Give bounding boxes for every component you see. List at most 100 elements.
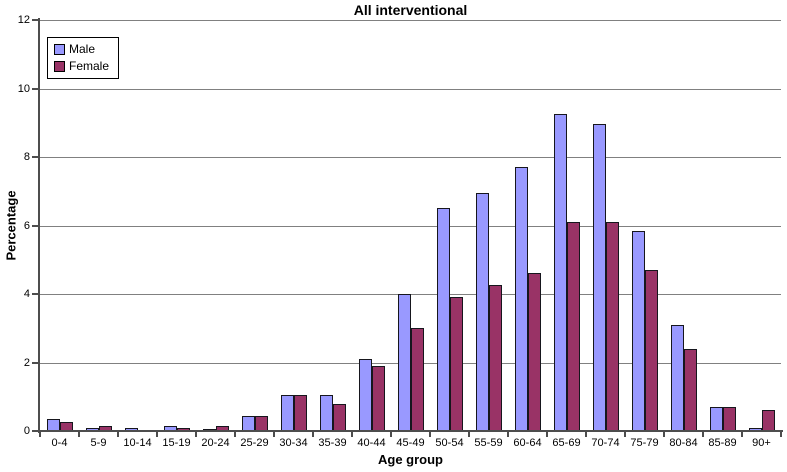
bar-group-30-34 [274, 20, 313, 431]
x-tick-label-70-74: 70-74 [591, 437, 620, 449]
x-tick-mark [234, 432, 236, 437]
x-tick-label-85-89: 85-89 [708, 437, 737, 449]
bar-male-90+ [748, 428, 762, 431]
legend-label: Female [69, 59, 110, 73]
legend: Male Female [47, 37, 120, 79]
bar-male-25-29 [241, 416, 255, 431]
bar-group-75-79 [625, 20, 664, 431]
x-tick-label-5-9: 5-9 [90, 437, 107, 449]
bar-female-30-34 [293, 395, 307, 431]
y-tick-mark [32, 224, 38, 227]
legend-entry-male: Male [54, 42, 109, 56]
bar-female-55-59 [488, 285, 502, 431]
x-tick-mark [585, 432, 587, 437]
bar-male-50-54 [436, 208, 450, 431]
bar-group-55-59 [469, 20, 508, 431]
x-tick-mark [195, 432, 197, 437]
legend-label: Male [69, 42, 96, 56]
y-tick-label: 8 [23, 151, 30, 163]
bar-group-50-54 [430, 20, 469, 431]
bar-female-25-29 [254, 416, 268, 431]
y-tick-label: 0 [23, 425, 30, 437]
y-tick-mark [32, 430, 38, 432]
bar-male-65-69 [553, 114, 567, 431]
chart-title: All interventional [353, 2, 468, 18]
x-tick-label-80-84: 80-84 [669, 437, 698, 449]
x-tick-mark [741, 432, 743, 437]
y-tick-label: 4 [23, 288, 30, 300]
bar-group-40-44 [352, 20, 391, 431]
bar-male-70-74 [592, 124, 606, 431]
bar-female-45-49 [410, 328, 424, 431]
y-tick-mark [32, 19, 38, 21]
x-tick-label-25-29: 25-29 [240, 437, 269, 449]
x-axis-line [37, 430, 783, 432]
legend-swatch-male [54, 43, 65, 55]
bar-female-15-19 [176, 428, 190, 431]
x-tick-mark [780, 432, 782, 437]
bar-female-5-9 [98, 426, 112, 431]
y-axis-line [38, 18, 40, 433]
bar-female-20-24 [215, 426, 229, 431]
x-tick-mark [78, 432, 80, 437]
gridline-4 [40, 294, 781, 295]
x-tick-label-15-19: 15-19 [162, 437, 191, 449]
bar-male-0-4 [46, 419, 60, 431]
bar-group-35-39 [313, 20, 352, 431]
bar-male-35-39 [319, 395, 333, 431]
bar-female-90+ [761, 410, 775, 431]
bar-male-15-19 [163, 426, 177, 431]
x-tick-label-0-4: 0-4 [51, 437, 68, 449]
x-tick-mark [117, 432, 119, 437]
bar-male-55-59 [475, 193, 489, 431]
bar-group-85-89 [703, 20, 742, 431]
bar-female-0-4 [59, 422, 73, 431]
y-tick-label: 12 [17, 14, 30, 26]
x-tick-label-60-64: 60-64 [513, 437, 542, 449]
x-tick-label-50-54: 50-54 [435, 437, 464, 449]
bar-male-75-79 [631, 231, 645, 431]
bar-group-80-84 [664, 20, 703, 431]
bar-female-80-84 [683, 349, 697, 431]
bar-male-30-34 [280, 395, 294, 431]
y-tick-label: 6 [23, 219, 30, 232]
x-tick-mark [273, 432, 275, 437]
x-tick-mark [702, 432, 704, 437]
bar-group-90+ [742, 20, 781, 431]
x-tick-mark [468, 432, 470, 437]
gridline-10 [40, 88, 781, 90]
gridline-8 [40, 157, 781, 158]
bar-female-65-69 [566, 222, 580, 431]
x-tick-mark [39, 432, 41, 437]
y-tick-mark [32, 293, 38, 295]
bar-group-25-29 [235, 20, 274, 431]
legend-entry-female: Female [54, 59, 109, 73]
bar-group-70-74 [586, 20, 625, 431]
x-tick-mark [624, 432, 626, 437]
gridline-6 [40, 225, 781, 227]
bar-group-15-19 [157, 20, 196, 431]
x-tick-label-35-39: 35-39 [318, 437, 347, 449]
x-tick-label-75-79: 75-79 [630, 437, 659, 449]
x-tick-label-65-69: 65-69 [552, 437, 581, 449]
bar-female-75-79 [644, 270, 658, 431]
bar-group-45-49 [391, 20, 430, 431]
y-tick-mark [32, 87, 38, 90]
bar-male-40-44 [358, 359, 372, 431]
x-tick-label-30-34: 30-34 [279, 437, 308, 449]
x-tick-mark [351, 432, 353, 437]
bar-female-40-44 [371, 366, 385, 431]
x-tick-mark [429, 432, 431, 437]
x-tick-label-20-24: 20-24 [201, 437, 230, 449]
legend-swatch-female [54, 60, 65, 72]
bar-group-10-14 [118, 20, 157, 431]
x-tick-mark [312, 432, 314, 437]
x-tick-label-55-59: 55-59 [474, 437, 503, 449]
bar-group-0-4 [40, 20, 79, 431]
bar-group-5-9 [79, 20, 118, 431]
x-tick-label-10-14: 10-14 [123, 437, 152, 449]
bar-female-50-54 [449, 297, 463, 431]
bar-male-60-64 [514, 167, 528, 431]
bar-group-60-64 [508, 20, 547, 431]
x-tick-label-40-44: 40-44 [357, 437, 386, 449]
